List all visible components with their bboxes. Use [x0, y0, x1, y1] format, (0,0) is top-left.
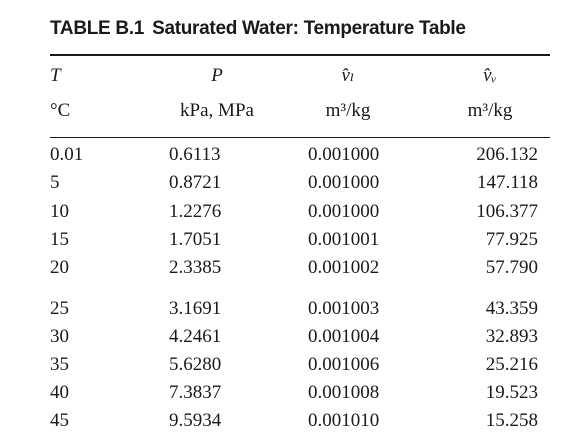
cell-vapor-volume: 32.893: [485, 326, 538, 347]
cell-liquid-volume: 0.001000: [308, 201, 380, 222]
header-vapor-volume-unit: m³/kg: [467, 100, 513, 121]
cell-pressure: 9.5934: [169, 410, 222, 431]
cell-vapor-volume: 43.359: [485, 298, 538, 319]
table-row: 25 3.1691 0.001003 43.359: [50, 295, 550, 323]
cell-liquid-volume: 0.001002: [308, 257, 380, 278]
cell-temperature: 10: [50, 201, 69, 222]
cell-pressure: 1.2276: [169, 201, 222, 222]
table-row: 30 4.2461 0.001004 32.893: [50, 323, 550, 351]
table-caption: Saturated Water: Temperature Table: [152, 18, 466, 39]
cell-liquid-volume: 0.001010: [308, 410, 380, 431]
cell-liquid-volume: 0.001000: [308, 144, 380, 165]
table-row: 35 5.6280 0.001006 25.216: [50, 351, 550, 379]
cell-pressure: 7.3837: [169, 382, 222, 403]
cell-liquid-volume: 0.001004: [308, 326, 380, 347]
cell-liquid-volume: 0.001003: [308, 298, 380, 319]
cell-pressure: 0.6113: [169, 144, 221, 165]
cell-pressure: 2.3385: [169, 257, 222, 278]
cell-temperature: 30: [50, 326, 69, 347]
cell-vapor-volume: 206.132: [476, 144, 538, 165]
table-number: TABLE B.1: [50, 18, 145, 39]
cell-pressure: 0.8721: [169, 172, 222, 193]
table-title: TABLE B.1 Saturated Water: Temperature Ta…: [50, 18, 466, 40]
header-rule: [50, 137, 550, 138]
header-temperature-symbol: T: [50, 65, 61, 86]
cell-vapor-volume: 147.118: [476, 172, 538, 193]
cell-pressure: 5.6280: [169, 354, 222, 375]
cell-temperature: 40: [50, 382, 69, 403]
cell-temperature: 0.01: [50, 144, 84, 165]
cell-pressure: 4.2461: [169, 326, 222, 347]
cell-vapor-volume: 57.790: [485, 257, 538, 278]
table-row: 20 2.3385 0.001002 57.790: [50, 254, 550, 282]
header-pressure-symbol: P: [211, 65, 223, 86]
header-liquid-volume-unit: m³/kg: [325, 100, 371, 121]
table-row: 15 1.7051 0.001001 77.925: [50, 226, 550, 254]
table-row: 5 0.8721 0.001000 147.118: [50, 169, 550, 197]
cell-temperature: 35: [50, 354, 69, 375]
cell-vapor-volume: 106.377: [476, 201, 538, 222]
cell-liquid-volume: 0.001000: [308, 172, 380, 193]
header-temperature-unit: °C: [50, 100, 71, 121]
cell-liquid-volume: 0.001008: [308, 382, 380, 403]
header-liquid-volume-symbol: v̂ₗ: [341, 65, 355, 86]
header-pressure-unit: kPa, MPa: [180, 100, 254, 121]
cell-pressure: 3.1691: [169, 298, 222, 319]
cell-vapor-volume: 25.216: [485, 354, 538, 375]
cell-temperature: 5: [50, 172, 60, 193]
cell-temperature: 45: [50, 410, 69, 431]
table-row: 0.01 0.6113 0.001000 206.132: [50, 141, 550, 169]
cell-temperature: 15: [50, 229, 69, 250]
cell-temperature: 20: [50, 257, 69, 278]
cell-temperature: 25: [50, 298, 69, 319]
cell-pressure: 1.7051: [169, 229, 222, 250]
table-row: 45 9.5934 0.001010 15.258: [50, 407, 550, 435]
cell-vapor-volume: 19.523: [485, 382, 538, 403]
top-rule: [50, 54, 550, 56]
table-row: 40 7.3837 0.001008 19.523: [50, 379, 550, 407]
table-row: 10 1.2276 0.001000 106.377: [50, 198, 550, 226]
header-vapor-volume-symbol: v̂ᵥ: [483, 65, 497, 86]
cell-vapor-volume: 15.258: [485, 410, 538, 431]
cell-liquid-volume: 0.001001: [308, 229, 380, 250]
cell-liquid-volume: 0.001006: [308, 354, 380, 375]
cell-vapor-volume: 77.925: [485, 229, 538, 250]
